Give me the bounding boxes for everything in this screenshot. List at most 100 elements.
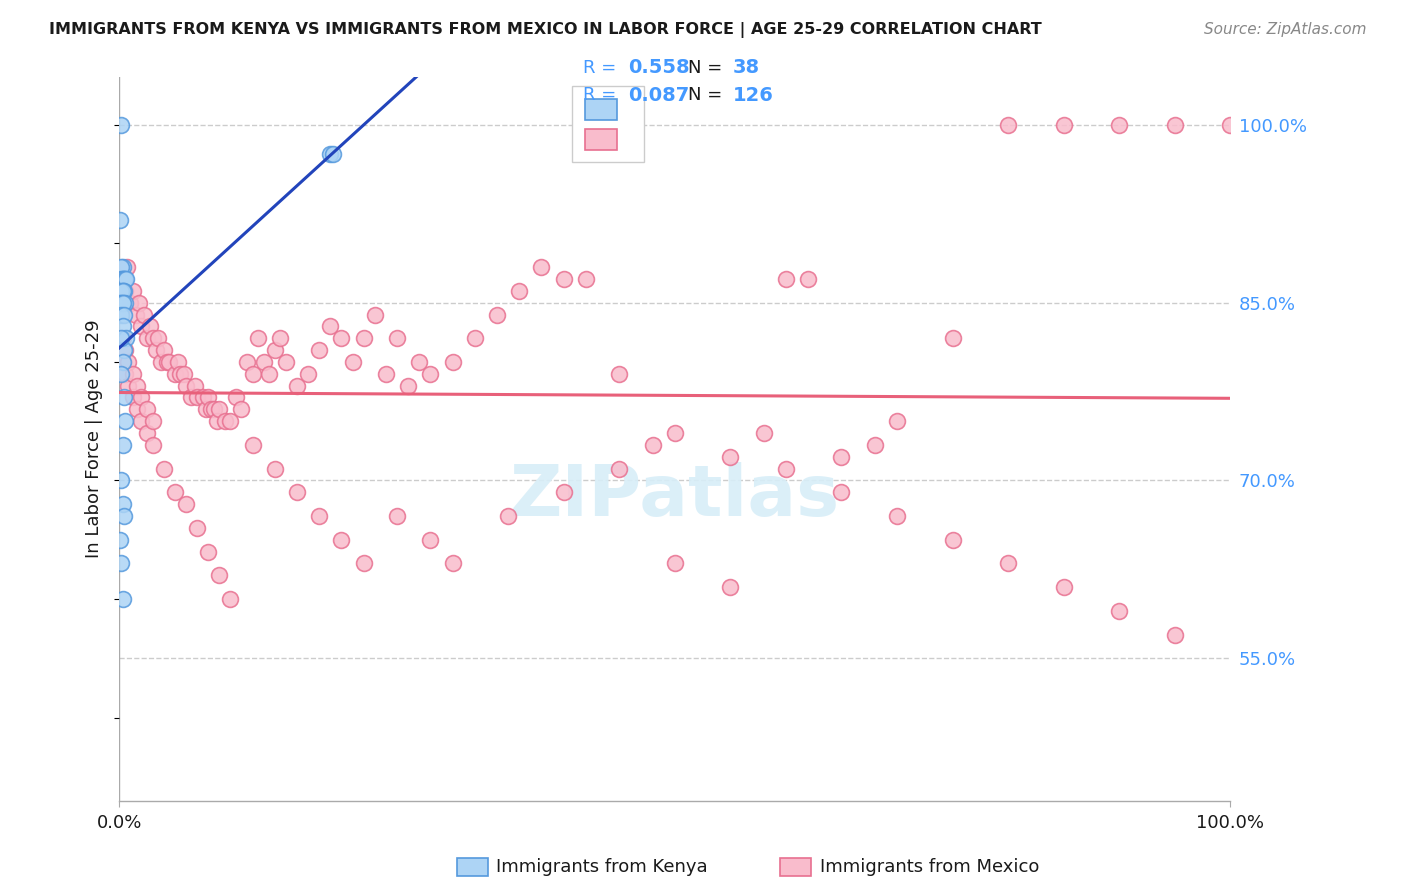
- Point: [308, 343, 330, 357]
- Point: [396, 378, 419, 392]
- Point: [886, 509, 908, 524]
- Point: [191, 391, 214, 405]
- Point: [111, 319, 134, 334]
- Point: [342, 355, 364, 369]
- Point: [496, 509, 519, 524]
- Point: [111, 272, 134, 286]
- Point: [117, 355, 139, 369]
- Point: [353, 557, 375, 571]
- Text: Immigrants from Kenya: Immigrants from Kenya: [496, 858, 709, 876]
- Point: [664, 557, 686, 571]
- Point: [236, 355, 259, 369]
- Point: [169, 367, 191, 381]
- Point: [441, 557, 464, 571]
- Point: [173, 367, 195, 381]
- Text: N =: N =: [688, 59, 721, 77]
- Point: [797, 272, 820, 286]
- Point: [142, 438, 165, 452]
- Point: [114, 295, 136, 310]
- Point: [112, 284, 135, 298]
- Point: [214, 414, 236, 428]
- Point: [194, 402, 217, 417]
- Point: [508, 284, 530, 298]
- Point: [1053, 580, 1076, 594]
- Point: [863, 438, 886, 452]
- Point: [285, 378, 308, 392]
- Point: [205, 414, 228, 428]
- Point: [121, 284, 143, 298]
- Point: [285, 485, 308, 500]
- Point: [464, 331, 486, 345]
- Point: [486, 308, 509, 322]
- Point: [997, 118, 1019, 132]
- Point: [152, 461, 174, 475]
- Point: [125, 378, 148, 392]
- Point: [180, 391, 202, 405]
- Point: [110, 118, 132, 132]
- Point: [186, 391, 208, 405]
- Point: [174, 378, 197, 392]
- Point: [408, 355, 430, 369]
- Point: [374, 367, 396, 381]
- Text: N =: N =: [688, 87, 721, 104]
- Point: [145, 343, 167, 357]
- Point: [156, 355, 179, 369]
- Point: [114, 343, 136, 357]
- Point: [330, 331, 353, 345]
- Point: [121, 367, 143, 381]
- Point: [112, 391, 135, 405]
- Point: [231, 402, 253, 417]
- Point: [125, 308, 148, 322]
- Point: [247, 331, 270, 345]
- Point: [110, 308, 132, 322]
- Point: [167, 355, 190, 369]
- Point: [111, 295, 134, 310]
- Text: 0.558: 0.558: [628, 58, 690, 78]
- Point: [1108, 604, 1130, 618]
- Text: 126: 126: [733, 86, 773, 105]
- Point: [150, 355, 173, 369]
- Point: [553, 485, 575, 500]
- Point: [128, 295, 150, 310]
- Point: [253, 355, 276, 369]
- Y-axis label: In Labor Force | Age 25-29: In Labor Force | Age 25-29: [86, 319, 103, 558]
- Point: [197, 391, 219, 405]
- Point: [115, 272, 138, 286]
- Point: [385, 331, 408, 345]
- Point: [308, 509, 330, 524]
- Point: [830, 485, 852, 500]
- Point: [553, 272, 575, 286]
- Point: [111, 272, 134, 286]
- Point: [117, 378, 139, 392]
- Point: [110, 295, 132, 310]
- Point: [269, 331, 291, 345]
- Point: [263, 461, 285, 475]
- Point: [163, 485, 186, 500]
- Point: [110, 367, 132, 381]
- Point: [111, 284, 134, 298]
- Point: [242, 438, 264, 452]
- Point: [111, 295, 134, 310]
- Point: [125, 402, 148, 417]
- Point: [385, 509, 408, 524]
- Point: [112, 343, 135, 357]
- Point: [186, 521, 208, 535]
- Point: [197, 544, 219, 558]
- Point: [112, 509, 135, 524]
- Point: [441, 355, 464, 369]
- Point: [219, 414, 242, 428]
- Point: [111, 497, 134, 511]
- Point: [208, 402, 231, 417]
- Point: [115, 331, 138, 345]
- Point: [419, 367, 441, 381]
- Point: [242, 367, 264, 381]
- Point: [664, 425, 686, 440]
- Point: [115, 260, 138, 274]
- Point: [200, 402, 222, 417]
- Point: [110, 533, 132, 547]
- Point: [208, 568, 231, 582]
- Legend: , : ,: [572, 87, 644, 162]
- Point: [111, 272, 134, 286]
- Point: [139, 319, 162, 334]
- Point: [219, 592, 242, 607]
